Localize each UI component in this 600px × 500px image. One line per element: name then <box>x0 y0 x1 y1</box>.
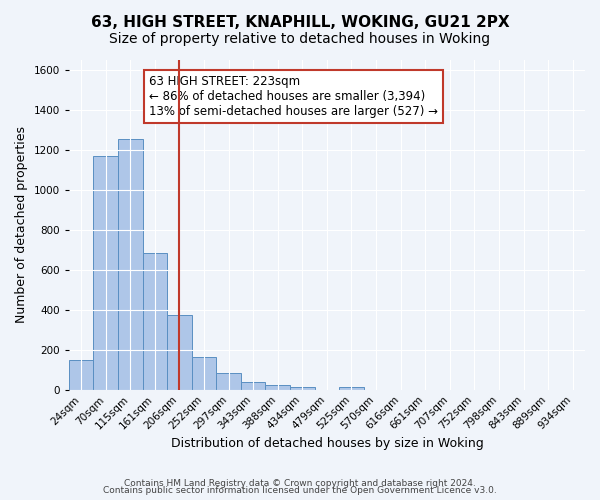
Text: 63 HIGH STREET: 223sqm
← 86% of detached houses are smaller (3,394)
13% of semi-: 63 HIGH STREET: 223sqm ← 86% of detached… <box>149 75 438 118</box>
Text: Contains public sector information licensed under the Open Government Licence v3: Contains public sector information licen… <box>103 486 497 495</box>
Bar <box>265 386 290 390</box>
Text: 63, HIGH STREET, KNAPHILL, WOKING, GU21 2PX: 63, HIGH STREET, KNAPHILL, WOKING, GU21 … <box>91 15 509 30</box>
X-axis label: Distribution of detached houses by size in Woking: Distribution of detached houses by size … <box>170 437 483 450</box>
Bar <box>143 253 167 390</box>
Y-axis label: Number of detached properties: Number of detached properties <box>15 126 28 324</box>
Bar <box>241 382 265 390</box>
Text: Contains HM Land Registry data © Crown copyright and database right 2024.: Contains HM Land Registry data © Crown c… <box>124 478 476 488</box>
Bar <box>69 360 94 390</box>
Bar <box>167 315 192 390</box>
Text: Size of property relative to detached houses in Woking: Size of property relative to detached ho… <box>109 32 491 46</box>
Bar <box>290 386 314 390</box>
Bar <box>118 139 143 390</box>
Bar <box>217 372 241 390</box>
Bar <box>192 357 217 390</box>
Bar <box>94 156 118 390</box>
Bar <box>339 388 364 390</box>
